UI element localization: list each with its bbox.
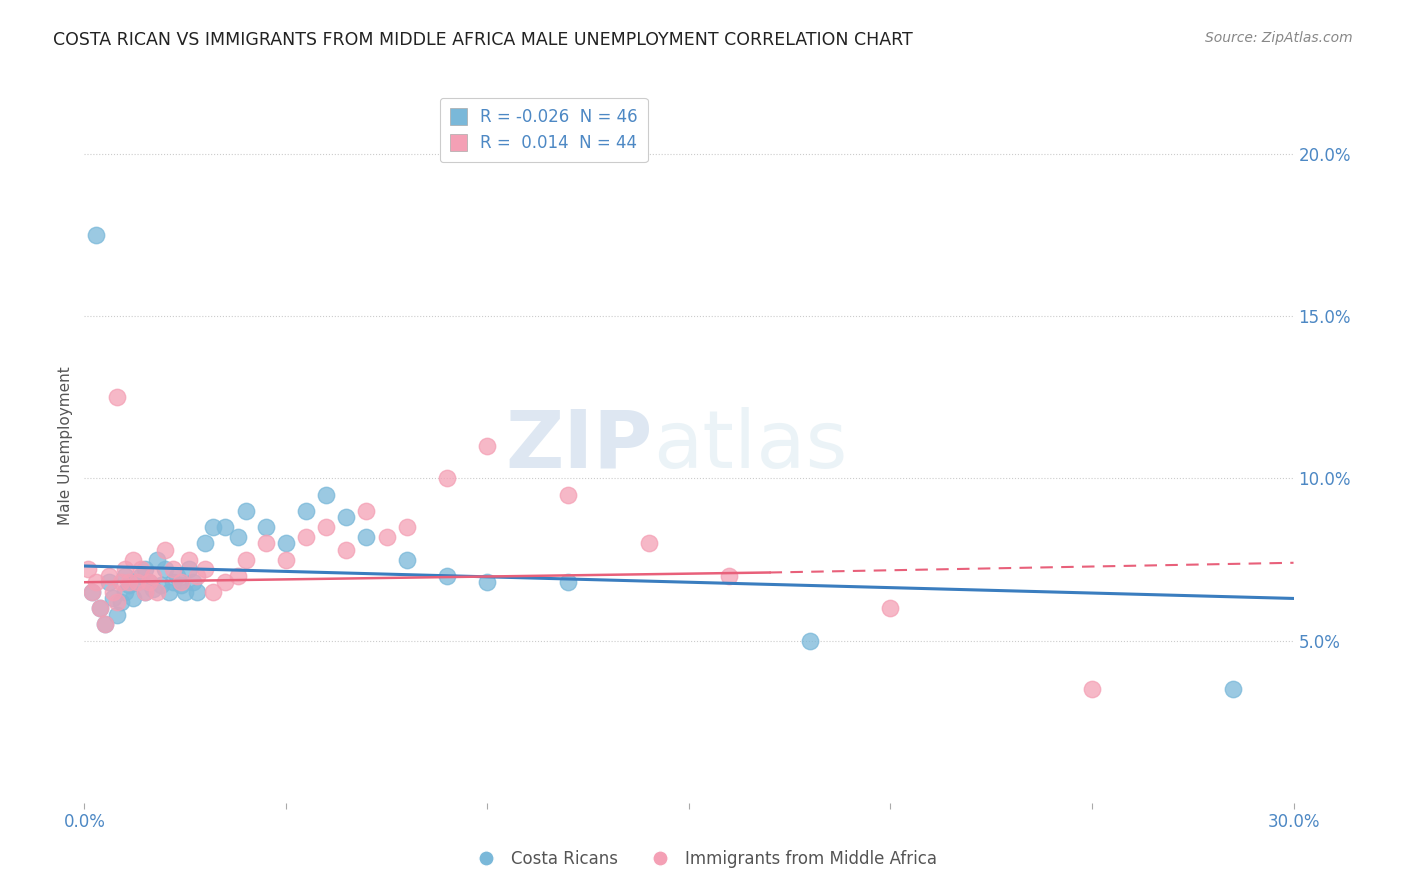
Point xyxy=(101,585,124,599)
Point xyxy=(235,504,257,518)
Point xyxy=(82,585,104,599)
Point xyxy=(121,591,143,606)
Point xyxy=(436,568,458,582)
Point xyxy=(356,504,378,518)
Point xyxy=(274,536,297,550)
Point xyxy=(274,552,297,566)
Point xyxy=(214,520,236,534)
Point xyxy=(138,575,160,590)
Point xyxy=(477,439,499,453)
Point xyxy=(82,585,104,599)
Point xyxy=(110,595,132,609)
Point xyxy=(186,585,208,599)
Point xyxy=(134,585,156,599)
Point xyxy=(174,585,197,599)
Point xyxy=(194,562,217,576)
Point xyxy=(118,575,141,590)
Point xyxy=(89,601,111,615)
Point xyxy=(153,562,176,576)
Point xyxy=(226,530,249,544)
Point xyxy=(97,575,120,590)
Point xyxy=(214,575,236,590)
Point xyxy=(129,562,152,576)
Point xyxy=(146,552,169,566)
Point xyxy=(254,520,277,534)
Point xyxy=(477,575,499,590)
Point xyxy=(105,390,128,404)
Text: COSTA RICAN VS IMMIGRANTS FROM MIDDLE AFRICA MALE UNEMPLOYMENT CORRELATION CHART: COSTA RICAN VS IMMIGRANTS FROM MIDDLE AF… xyxy=(53,31,912,49)
Point xyxy=(557,575,579,590)
Point xyxy=(157,585,180,599)
Point xyxy=(125,575,148,590)
Point xyxy=(86,575,108,590)
Point xyxy=(179,552,201,566)
Point xyxy=(162,575,184,590)
Point xyxy=(295,504,318,518)
Point xyxy=(235,552,257,566)
Text: Source: ZipAtlas.com: Source: ZipAtlas.com xyxy=(1205,31,1353,45)
Point xyxy=(114,585,136,599)
Point xyxy=(295,530,318,544)
Point xyxy=(105,607,128,622)
Point xyxy=(170,575,193,590)
Point xyxy=(335,542,357,557)
Point xyxy=(170,578,193,592)
Point xyxy=(121,552,143,566)
Point xyxy=(149,578,172,592)
Point xyxy=(134,585,156,599)
Point xyxy=(129,568,152,582)
Point xyxy=(718,568,741,582)
Point xyxy=(105,595,128,609)
Point xyxy=(89,601,111,615)
Point xyxy=(142,568,165,582)
Point xyxy=(202,520,225,534)
Legend: R = -0.026  N = 46, R =  0.014  N = 44: R = -0.026 N = 46, R = 0.014 N = 44 xyxy=(440,97,648,162)
Point xyxy=(1081,682,1104,697)
Text: ZIP: ZIP xyxy=(505,407,652,485)
Text: atlas: atlas xyxy=(652,407,846,485)
Point xyxy=(138,575,160,590)
Point xyxy=(395,552,418,566)
Y-axis label: Male Unemployment: Male Unemployment xyxy=(58,367,73,525)
Point xyxy=(77,562,100,576)
Point xyxy=(93,617,115,632)
Point xyxy=(879,601,901,615)
Point xyxy=(335,510,357,524)
Point xyxy=(166,568,188,582)
Point xyxy=(114,568,136,582)
Point xyxy=(186,568,208,582)
Point xyxy=(254,536,277,550)
Point xyxy=(181,575,204,590)
Point xyxy=(86,228,108,243)
Point xyxy=(637,536,659,550)
Point xyxy=(315,520,337,534)
Point xyxy=(97,568,120,582)
Point xyxy=(153,542,176,557)
Point xyxy=(179,562,201,576)
Point xyxy=(194,536,217,550)
Point xyxy=(146,585,169,599)
Point xyxy=(356,530,378,544)
Point xyxy=(226,568,249,582)
Point xyxy=(101,591,124,606)
Point xyxy=(114,562,136,576)
Point xyxy=(436,471,458,485)
Point xyxy=(162,562,184,576)
Point xyxy=(110,575,132,590)
Point xyxy=(118,578,141,592)
Point xyxy=(125,575,148,590)
Point xyxy=(799,633,821,648)
Point xyxy=(315,488,337,502)
Point xyxy=(142,582,165,596)
Legend: Costa Ricans, Immigrants from Middle Africa: Costa Ricans, Immigrants from Middle Afr… xyxy=(463,844,943,875)
Point xyxy=(557,488,579,502)
Point xyxy=(375,530,398,544)
Point xyxy=(134,562,156,576)
Point xyxy=(202,585,225,599)
Point xyxy=(395,520,418,534)
Point xyxy=(93,617,115,632)
Point xyxy=(1222,682,1244,697)
